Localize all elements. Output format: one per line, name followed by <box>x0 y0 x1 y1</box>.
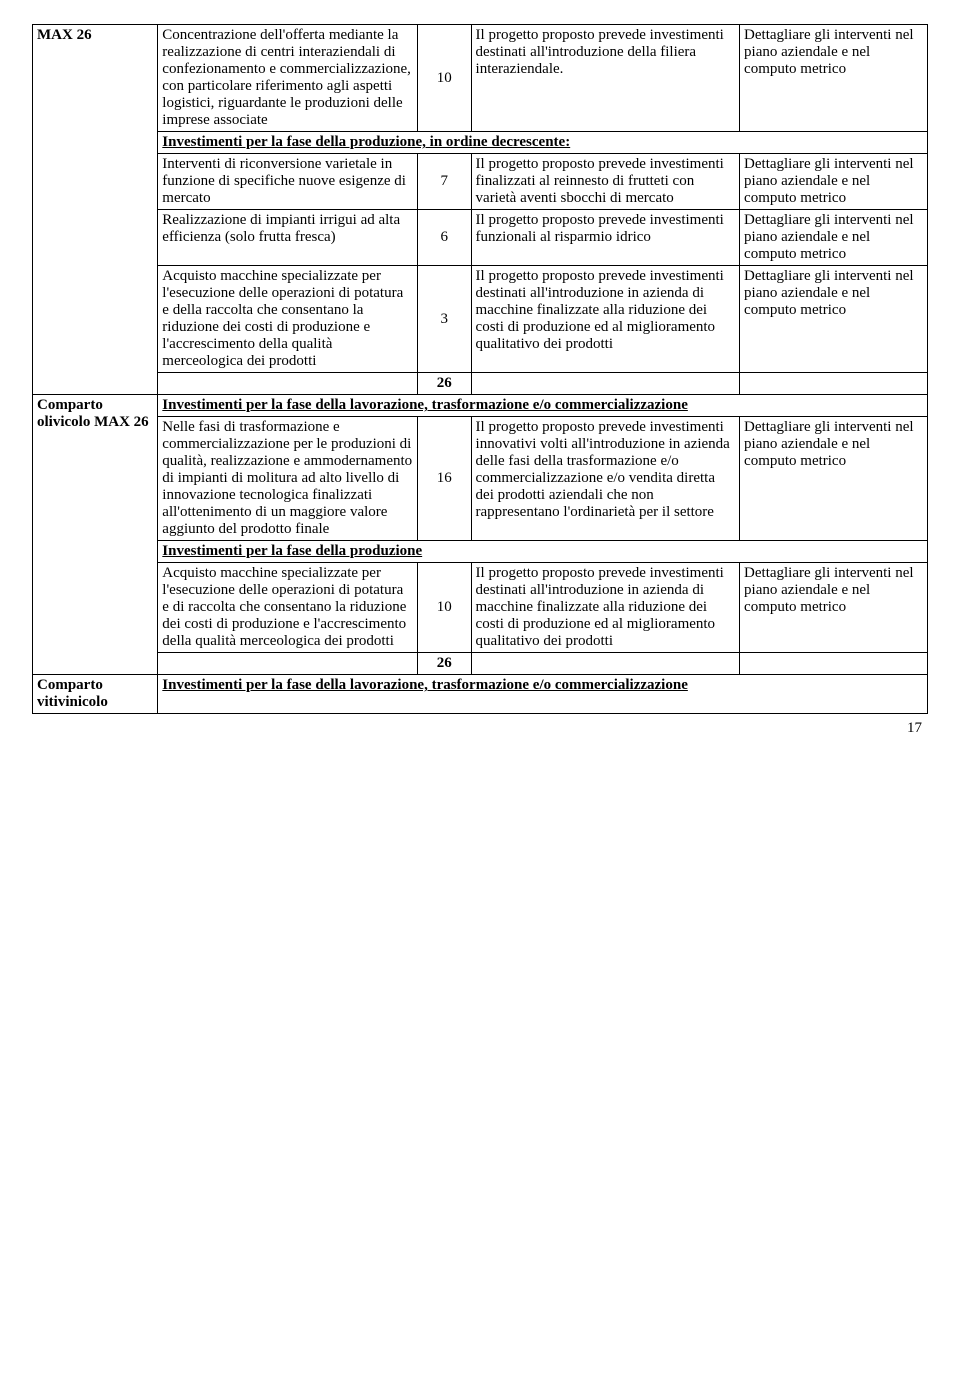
criteria-table: MAX 26 Concentrazione dell'offerta media… <box>32 24 928 714</box>
empty-cell <box>158 373 418 395</box>
note-cell: Dettagliare gli interventi nel piano azi… <box>740 563 928 653</box>
eval-cell: Il progetto proposto prevede investiment… <box>471 154 740 210</box>
score-cell: 16 <box>417 417 471 541</box>
section-header-prod: Investimenti per la fase della produzion… <box>158 541 928 563</box>
note-cell: Dettagliare gli interventi nel piano azi… <box>740 417 928 541</box>
row-label-max26: MAX 26 <box>33 25 158 395</box>
score-cell: 10 <box>417 25 471 132</box>
row-label-olivicolo: Comparto olivicolo MAX 26 <box>33 395 158 675</box>
note-cell: Dettagliare gli interventi nel piano azi… <box>740 25 928 132</box>
empty-cell <box>158 653 418 675</box>
note-cell: Dettagliare gli interventi nel piano azi… <box>740 210 928 266</box>
section-header-lav-trasf-1: Investimenti per la fase della lavorazio… <box>158 395 928 417</box>
desc-cell: Acquisto macchine specializzate per l'es… <box>158 563 418 653</box>
section-row: Investimenti per la fase della produzion… <box>33 541 928 563</box>
eval-cell: Il progetto proposto prevede investiment… <box>471 210 740 266</box>
note-cell: Dettagliare gli interventi nel piano azi… <box>740 266 928 373</box>
section-row: Comparto olivicolo MAX 26 Investimenti p… <box>33 395 928 417</box>
empty-cell <box>471 373 740 395</box>
total-row: 26 <box>33 653 928 675</box>
score-cell: 10 <box>417 563 471 653</box>
section-row: Investimenti per la fase della produzion… <box>33 132 928 154</box>
table-row: Acquisto macchine specializzate per l'es… <box>33 266 928 373</box>
section-row: Comparto vitivinicolo Investimenti per l… <box>33 675 928 714</box>
table-row: Interventi di riconversione varietale in… <box>33 154 928 210</box>
table-row: Nelle fasi di trasformazione e commercia… <box>33 417 928 541</box>
eval-cell: Il progetto proposto prevede investiment… <box>471 266 740 373</box>
note-cell: Dettagliare gli interventi nel piano azi… <box>740 154 928 210</box>
table-row: Acquisto macchine specializzate per l'es… <box>33 563 928 653</box>
eval-cell: Il progetto proposto prevede investiment… <box>471 25 740 132</box>
total-row: 26 <box>33 373 928 395</box>
eval-cell: Il progetto proposto prevede investiment… <box>471 417 740 541</box>
table-row: Realizzazione di impianti irrigui ad alt… <box>33 210 928 266</box>
section-header-prod-decr: Investimenti per la fase della produzion… <box>158 132 928 154</box>
score-cell: 3 <box>417 266 471 373</box>
total-cell: 26 <box>417 373 471 395</box>
total-cell: 26 <box>417 653 471 675</box>
score-cell: 6 <box>417 210 471 266</box>
desc-cell: Concentrazione dell'offerta mediante la … <box>158 25 418 132</box>
desc-cell: Realizzazione di impianti irrigui ad alt… <box>158 210 418 266</box>
desc-cell: Acquisto macchine specializzate per l'es… <box>158 266 418 373</box>
score-cell: 7 <box>417 154 471 210</box>
desc-cell: Interventi di riconversione varietale in… <box>158 154 418 210</box>
empty-cell <box>471 653 740 675</box>
row-label-vitivinicolo: Comparto vitivinicolo <box>33 675 158 714</box>
empty-cell <box>740 653 928 675</box>
section-header-lav-trasf-2: Investimenti per la fase della lavorazio… <box>158 675 928 714</box>
empty-cell <box>740 373 928 395</box>
table-row: MAX 26 Concentrazione dell'offerta media… <box>33 25 928 132</box>
eval-cell: Il progetto proposto prevede investiment… <box>471 563 740 653</box>
desc-cell: Nelle fasi di trasformazione e commercia… <box>158 417 418 541</box>
page-number: 17 <box>32 720 928 737</box>
